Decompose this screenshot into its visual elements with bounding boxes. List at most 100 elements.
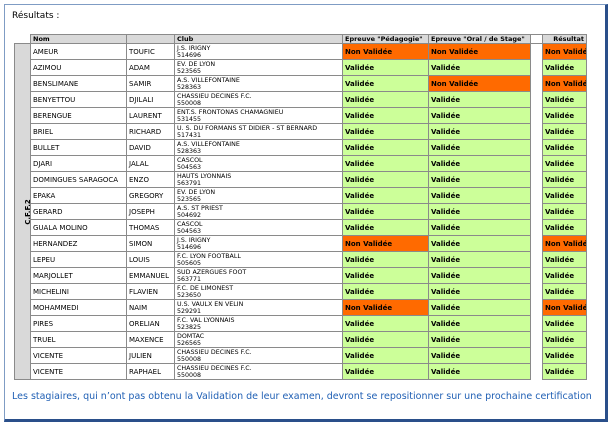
status: Validée	[428, 299, 531, 316]
prenom: EMMANUEL	[126, 267, 175, 284]
nom: VICENTE	[30, 347, 127, 364]
status: Validée	[542, 219, 587, 236]
club-code: 528363	[177, 83, 202, 91]
club: ENT.S. FRONTONAS CHAMAGNIEU 531455	[174, 107, 343, 124]
status: Validée	[428, 235, 531, 252]
club-code: 526565	[177, 339, 202, 347]
status: Non Validée	[542, 235, 587, 252]
status: Validée	[342, 363, 429, 380]
row: C.F.F.2 AMEUR TOUFIC J.S. IRIGNY 514696 Non V…	[14, 43, 587, 380]
col-club: Club	[174, 34, 343, 44]
club-code: 523650	[177, 291, 202, 299]
nom: GUALA MOLINO	[30, 219, 127, 236]
gap	[530, 347, 543, 364]
prenom: LAURENT	[126, 107, 175, 124]
club-name: U.S. VAULX EN VELIN	[177, 300, 244, 308]
nom: BULLET	[30, 139, 127, 156]
status: Validée	[542, 203, 587, 220]
row: MARJOLLET EMMANUEL SUD AZERGUES FOOT 563771…	[15, 267, 587, 284]
status: Validée	[342, 283, 429, 300]
club-name: U. S. DU FORMANS ST DIDIER - ST BERNARD	[177, 124, 318, 132]
club-code: 550008	[177, 99, 202, 107]
title: Résultats :	[12, 11, 60, 21]
club: CHASSIEU DECINES F.C. 550008	[174, 363, 343, 380]
status: Validée	[428, 91, 531, 108]
row: TRUEL MAXENCE DOMTAC 526565 Validée Validée Va…	[15, 331, 587, 348]
nom: PIRES	[30, 315, 127, 332]
gap	[530, 34, 543, 44]
club-name: EV. DE LYON	[177, 60, 216, 68]
club: CASCOL 504563	[174, 155, 343, 172]
nom: GERARD	[30, 203, 127, 220]
col-prenom	[126, 34, 175, 44]
club-name: CHASSIEU DECINES F.C.	[177, 348, 252, 356]
row: AZIMOU ADAM EV. DE LYON 523565 Validée Validé…	[15, 59, 587, 76]
status: Validée	[342, 59, 429, 76]
status: Validée	[428, 171, 531, 188]
status: Validée	[428, 331, 531, 348]
club-code: 523825	[177, 323, 202, 331]
prenom: GREGORY	[126, 187, 175, 204]
status: Validée	[428, 347, 531, 364]
club-code: 528363	[177, 147, 202, 155]
club-code: 531455	[177, 115, 202, 123]
club-name: HAUTS LYONNAIS	[177, 172, 232, 180]
status: Validée	[342, 107, 429, 124]
status: Validée	[542, 347, 587, 364]
club: DOMTAC 526565	[174, 331, 343, 348]
nom: BRIEL	[30, 123, 127, 140]
status: Validée	[342, 219, 429, 236]
club-code: 550008	[177, 371, 202, 379]
status: Validée	[428, 315, 531, 332]
status: Validée	[428, 363, 531, 380]
status: Validée	[428, 251, 531, 268]
nom: VICENTE	[30, 363, 127, 380]
club-name: CASCOL	[177, 220, 203, 228]
club: U. S. DU FORMANS ST DIDIER - ST BERNARD 5…	[174, 123, 343, 140]
prenom: FLAVIEN	[126, 283, 175, 300]
gap	[530, 283, 543, 300]
gap	[530, 331, 543, 348]
frame	[4, 4, 608, 422]
nom: MARJOLLET	[30, 267, 127, 284]
gap	[530, 219, 543, 236]
club-name: SUD AZERGUES FOOT	[177, 268, 247, 276]
status: Validée	[342, 75, 429, 92]
club-name: CHASSIEU DECINES F.C.	[177, 364, 252, 372]
prenom: RAPHAEL	[126, 363, 175, 380]
status: Non Validée	[428, 43, 531, 60]
prenom: ENZO	[126, 171, 175, 188]
nom: MICHELINI	[30, 283, 127, 300]
row: VICENTE RAPHAEL CHASSIEU DECINES F.C. 55000…	[15, 363, 587, 380]
gap	[530, 43, 543, 60]
status: Validée	[342, 187, 429, 204]
status: Validée	[542, 283, 587, 300]
club-name: F.C. DE LIMONEST	[177, 284, 234, 292]
gap	[530, 75, 543, 92]
status: Validée	[428, 219, 531, 236]
status: Validée	[342, 251, 429, 268]
row: EPAKA GREGORY EV. DE LYON 523565 Validée Vali…	[15, 187, 587, 204]
club-code: 563771	[177, 275, 202, 283]
group-label: C.F.F.2	[23, 198, 31, 225]
gap	[530, 139, 543, 156]
status: Validée	[542, 123, 587, 140]
gap	[530, 363, 543, 380]
club-code: 550008	[177, 355, 202, 363]
status: Non Validée	[342, 299, 429, 316]
prenom: LOUIS	[126, 251, 175, 268]
nom: BERENGUE	[30, 107, 127, 124]
club-name: J.S. IRIGNY	[177, 44, 211, 52]
club-name: EV. DE LYON	[177, 188, 216, 196]
nom: LEPEU	[30, 251, 127, 268]
prenom: JOSEPH	[126, 203, 175, 220]
status: Validée	[428, 155, 531, 172]
club-name: A.S. ST PRIEST	[177, 204, 223, 212]
row: BRIEL RICHARD U. S. DU FORMANS ST DIDIER -…	[15, 123, 587, 140]
status: Validée	[342, 91, 429, 108]
status: Validée	[542, 91, 587, 108]
row: BULLET DAVID A.S. VILLEFONTAINE 528363 Valid…	[15, 139, 587, 156]
club: HAUTS LYONNAIS 563791	[174, 171, 343, 188]
status: Validée	[428, 203, 531, 220]
club-name: DOMTAC	[177, 332, 205, 340]
